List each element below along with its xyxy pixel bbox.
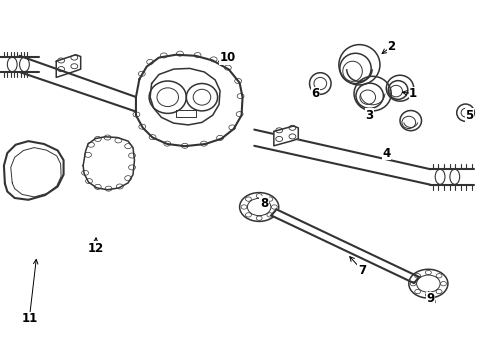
Polygon shape [271, 210, 418, 283]
Text: 9: 9 [426, 292, 433, 305]
Text: 2: 2 [386, 40, 394, 53]
Polygon shape [83, 137, 134, 190]
Polygon shape [273, 126, 298, 146]
Text: 8: 8 [260, 197, 267, 210]
Text: 3: 3 [365, 109, 372, 122]
Text: 7: 7 [357, 264, 365, 276]
Text: 10: 10 [219, 51, 235, 64]
Polygon shape [20, 56, 146, 115]
Polygon shape [150, 68, 220, 125]
Text: 12: 12 [87, 242, 103, 255]
Text: 11: 11 [21, 312, 38, 325]
Polygon shape [136, 55, 242, 146]
Text: 6: 6 [311, 87, 319, 100]
Text: 4: 4 [382, 147, 389, 159]
Text: 1: 1 [408, 87, 416, 100]
Polygon shape [56, 55, 81, 77]
Text: 5: 5 [465, 109, 472, 122]
Polygon shape [4, 141, 63, 200]
Polygon shape [254, 130, 429, 185]
